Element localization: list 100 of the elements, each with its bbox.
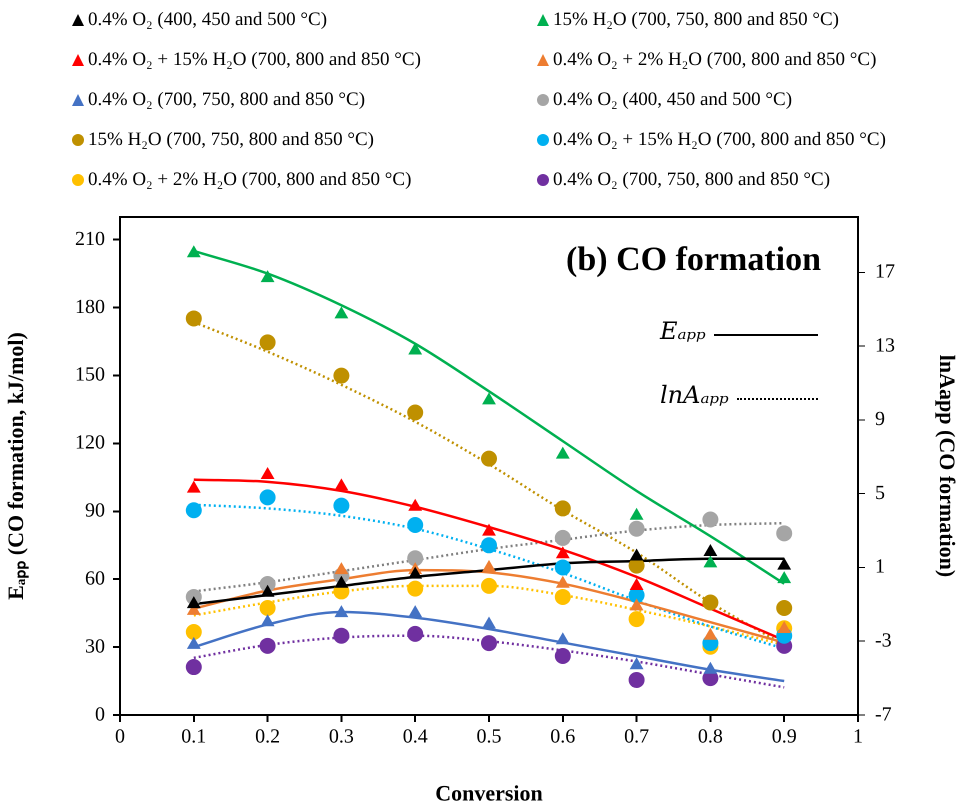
point [186, 502, 202, 518]
y2-tick-label: 9 [875, 408, 885, 430]
point [186, 310, 202, 326]
point [407, 626, 424, 642]
y-tick-label: 60 [85, 567, 105, 590]
point [408, 566, 422, 579]
point [260, 467, 275, 480]
point [333, 498, 350, 514]
y-tick-label: 90 [85, 500, 105, 522]
point [407, 404, 424, 421]
point [554, 648, 571, 664]
x-tick-label: 0.7 [624, 725, 650, 748]
point [334, 478, 348, 490]
point [554, 530, 571, 546]
point [186, 624, 202, 640]
x-tick-label: 0.9 [772, 725, 797, 748]
point [481, 450, 497, 467]
point [408, 605, 422, 618]
point [186, 659, 202, 676]
point [703, 628, 718, 640]
x-tick-label: 0.1 [181, 725, 206, 748]
point [556, 576, 570, 588]
point [776, 600, 792, 616]
point [334, 576, 348, 588]
legend-label: 0.4% O₂ + 2% H₂O (700, 800 and 850 °C) [88, 169, 412, 191]
point [628, 520, 645, 537]
x-tick-label: 0.5 [476, 725, 502, 748]
legend-label: 0.4% O₂ (400, 450 and 500 °C) [553, 89, 792, 111]
point [408, 342, 422, 355]
point [482, 524, 496, 536]
point [554, 588, 571, 605]
y-tick-label: 150 [75, 364, 105, 386]
point [630, 578, 644, 590]
point [482, 616, 496, 628]
point [407, 550, 424, 566]
y-tick-label: 30 [85, 635, 105, 658]
point [260, 270, 275, 282]
point [703, 555, 718, 568]
x-tick-label: 0 [115, 725, 125, 748]
point [630, 598, 644, 610]
x-tick-label: 0.6 [550, 725, 576, 748]
point [260, 638, 276, 654]
point [556, 546, 570, 558]
point [482, 560, 496, 572]
point [407, 580, 424, 597]
point [703, 544, 718, 556]
y-tick-label: 120 [75, 432, 105, 454]
legend-label: 0.4% O₂ + 15% H₂O (700, 800 and 850 °C) [553, 129, 886, 151]
y-tick-label: 0 [95, 703, 105, 726]
y2-tick-label: -3 [875, 629, 892, 652]
point [628, 611, 645, 628]
point [186, 596, 201, 608]
point [186, 245, 201, 258]
legend-label: 0.4% O₂ + 2% H₂O (700, 800 and 850 °C) [553, 49, 876, 71]
point [333, 628, 350, 644]
point [334, 605, 348, 618]
point [777, 558, 792, 570]
point [554, 559, 571, 576]
x-axis-title: Conversion [435, 780, 543, 806]
x-tick-label: 0.8 [698, 725, 723, 748]
y-tick-label: 210 [75, 228, 105, 250]
point [260, 334, 276, 350]
point [703, 662, 718, 674]
point [556, 632, 570, 644]
y2-tick-label: 17 [875, 260, 895, 283]
point [334, 562, 348, 574]
annotation: Eₐₚₚ [660, 317, 706, 345]
x-tick-label: 0.2 [255, 725, 280, 748]
y2-axis-title: lnAapp (CO formation) [935, 354, 960, 578]
point [260, 600, 276, 616]
y-axis-title: Eₐₚₚ (CO formation, kJ/mol) [2, 332, 29, 600]
point [481, 578, 497, 594]
legend-label: 0.4% O₂ + 15% H₂O (700, 800 and 850 °C) [88, 49, 421, 71]
point [777, 571, 792, 584]
point [630, 657, 644, 670]
point [628, 672, 645, 688]
point [260, 614, 275, 626]
point [333, 368, 350, 384]
point [702, 511, 718, 528]
point [776, 525, 792, 542]
point [556, 446, 570, 459]
point [334, 306, 348, 318]
legend-label: 0.4% O₂ (700, 750, 800 and 850 °C) [553, 169, 830, 191]
point [481, 635, 497, 652]
point [630, 548, 644, 561]
point [554, 500, 571, 516]
point [186, 480, 201, 493]
y2-tick-label: 13 [875, 334, 895, 356]
legend-label: 0.4% O₂ (400, 450 and 500 °C) [88, 9, 328, 31]
x-tick-label: 1 [853, 725, 863, 748]
x-tick-label: 0.4 [402, 725, 428, 748]
point [482, 392, 496, 404]
point [260, 489, 276, 506]
x-tick-label: 0.3 [328, 725, 354, 748]
point [702, 594, 718, 610]
point [260, 584, 275, 597]
y-tick-label: 180 [75, 296, 105, 318]
point [481, 537, 497, 554]
y2-tick-label: 1 [875, 556, 885, 578]
text: (b) CO formation [566, 241, 821, 279]
